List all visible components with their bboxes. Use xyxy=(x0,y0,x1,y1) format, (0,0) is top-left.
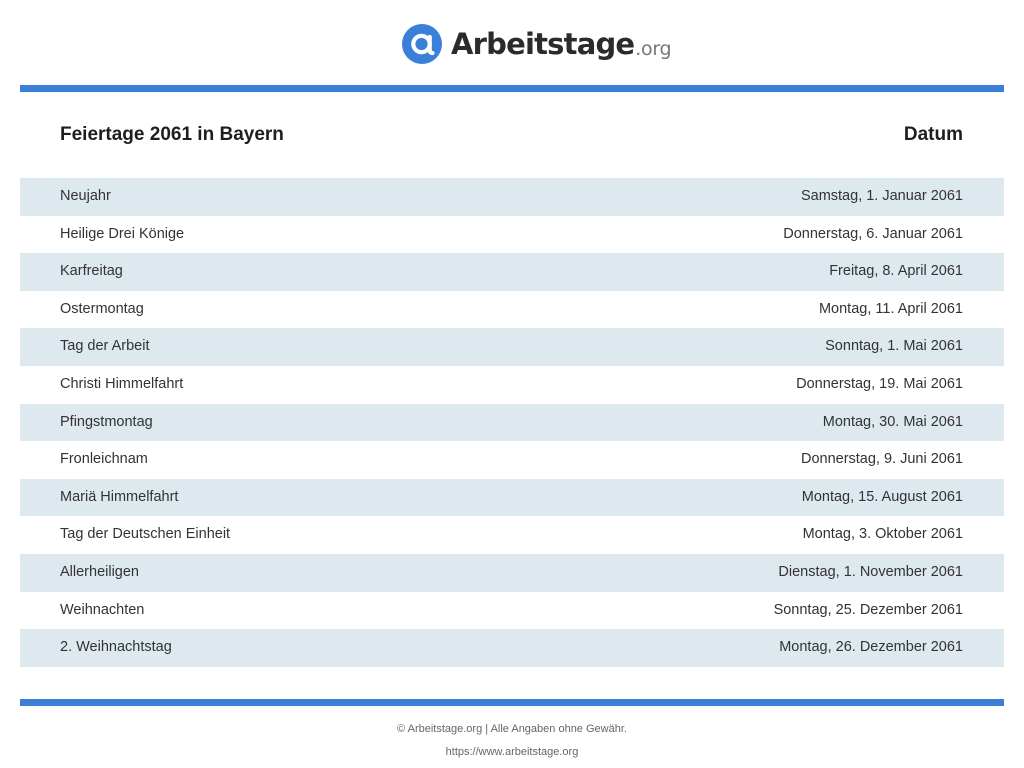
holiday-table: Neujahr Samstag, 1. Januar 2061 Heilige … xyxy=(20,178,1004,667)
holiday-date: Montag, 11. April 2061 xyxy=(818,300,963,317)
holiday-name: 2. Weihnachtstag xyxy=(60,639,172,656)
holiday-name: Neujahr xyxy=(60,188,111,204)
table-row: Fronleichnam Donnerstag, 9. Juni 2061 xyxy=(20,441,1004,479)
holiday-date: Sonntag, 25. Dezember 2061 xyxy=(773,601,963,618)
page-title: Feiertage 2061 in Bayern xyxy=(60,124,284,145)
site-logo[interactable]: Arbeitstage .org xyxy=(402,24,672,64)
holiday-date: Montag, 3. Oktober 2061 xyxy=(802,526,963,543)
holiday-date: Freitag, 8. April 2061 xyxy=(829,263,963,280)
logo-tld-text: .org xyxy=(635,38,672,60)
table-row: Ostermontag Montag, 11. April 2061 xyxy=(20,290,1004,329)
at-sign-icon xyxy=(402,24,442,64)
holiday-date: Donnerstag, 19. Mai 2061 xyxy=(796,375,963,392)
table-row: Allerheiligen Dienstag, 1. November 2061 xyxy=(20,553,1004,592)
table-row: Christi Himmelfahrt Donnerstag, 19. Mai … xyxy=(20,365,1004,404)
table-row: Mariä Himmelfahrt Montag, 15. August 206… xyxy=(20,478,1004,517)
table-row: Tag der Arbeit Sonntag, 1. Mai 2061 xyxy=(20,328,1004,366)
top-divider-bar xyxy=(20,85,1004,92)
holiday-date: Montag, 26. Dezember 2061 xyxy=(779,639,963,656)
holiday-name: Weihnachten xyxy=(60,601,145,618)
table-row: 2. Weihnachtstag Montag, 26. Dezember 20… xyxy=(20,629,1004,667)
table-row: Weihnachten Sonntag, 25. Dezember 2061 xyxy=(20,591,1004,630)
holiday-name: Allerheiligen xyxy=(60,563,139,580)
holiday-date: Sonntag, 1. Mai 2061 xyxy=(825,338,963,355)
footer-copyright: © Arbeitstage.org | Alle Angaben ohne Ge… xyxy=(397,723,627,735)
table-row: Tag der Deutschen Einheit Montag, 3. Okt… xyxy=(20,516,1004,554)
holiday-name: Heilige Drei Könige xyxy=(60,225,185,242)
table-row: Karfreitag Freitag, 8. April 2061 xyxy=(20,253,1004,291)
holiday-date: Montag, 30. Mai 2061 xyxy=(822,413,963,430)
holiday-name: Ostermontag xyxy=(60,300,144,317)
holiday-name: Pfingstmontag xyxy=(60,413,153,430)
holiday-date: Donnerstag, 6. Januar 2061 xyxy=(783,225,963,242)
table-row: Pfingstmontag Montag, 30. Mai 2061 xyxy=(20,403,1004,442)
holiday-date: Samstag, 1. Januar 2061 xyxy=(800,188,963,204)
table-header: Feiertage 2061 in Bayern Datum xyxy=(20,118,1004,154)
bottom-divider-bar xyxy=(20,699,1004,706)
date-column-header: Datum xyxy=(903,124,963,145)
table-row: Neujahr Samstag, 1. Januar 2061 xyxy=(20,178,1004,216)
holiday-name: Karfreitag xyxy=(60,263,123,280)
holiday-name: Tag der Deutschen Einheit xyxy=(60,526,231,543)
holiday-name: Christi Himmelfahrt xyxy=(60,375,184,392)
logo-brand-text: Arbeitstage xyxy=(451,27,635,61)
holiday-name: Mariä Himmelfahrt xyxy=(60,488,179,505)
holiday-date: Dienstag, 1. November 2061 xyxy=(778,563,963,580)
table-row: Heilige Drei Könige Donnerstag, 6. Janua… xyxy=(20,215,1004,254)
page-header: Arbeitstage .org xyxy=(0,0,1024,85)
footer-url[interactable]: https://www.arbeitstage.org xyxy=(445,746,579,758)
holiday-name: Tag der Arbeit xyxy=(60,338,150,355)
holiday-date: Montag, 15. August 2061 xyxy=(801,488,963,505)
holiday-date: Donnerstag, 9. Juni 2061 xyxy=(800,451,963,468)
holiday-name: Fronleichnam xyxy=(60,451,148,468)
